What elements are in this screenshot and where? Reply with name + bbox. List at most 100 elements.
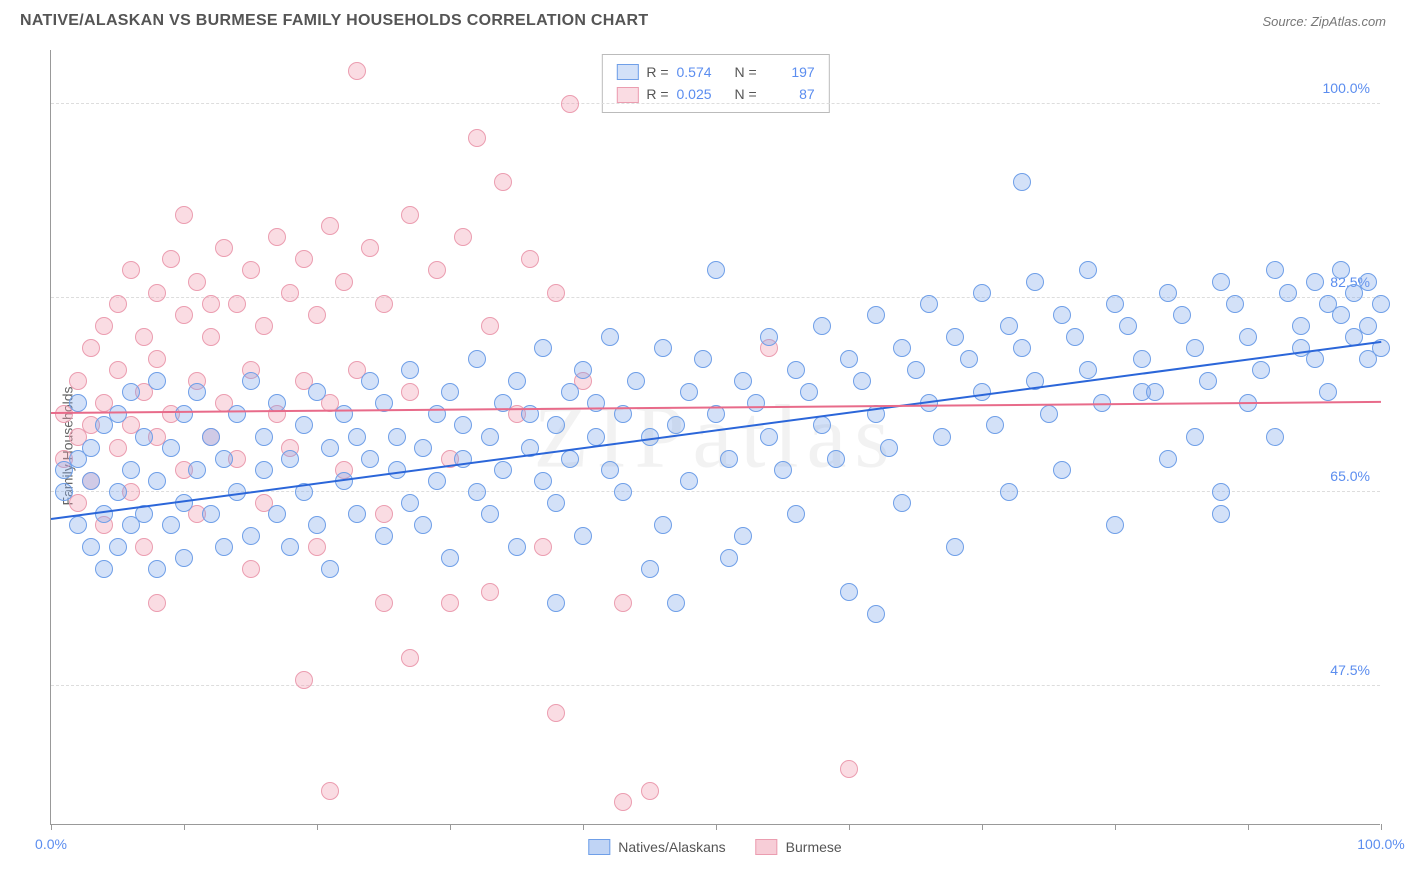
data-point xyxy=(175,549,193,567)
data-point xyxy=(441,383,459,401)
data-point xyxy=(82,538,100,556)
data-point xyxy=(1252,361,1270,379)
chart-container: ZIPatlas R = 0.574N = 197R = 0.025N = 87… xyxy=(50,50,1380,825)
data-point xyxy=(760,428,778,446)
data-point xyxy=(148,284,166,302)
x-tick xyxy=(450,824,451,830)
data-point xyxy=(441,549,459,567)
data-point xyxy=(321,560,339,578)
legend-swatch xyxy=(616,64,638,80)
data-point xyxy=(601,461,619,479)
y-tick-label: 100.0% xyxy=(1323,80,1380,96)
data-point xyxy=(587,428,605,446)
data-point xyxy=(428,261,446,279)
data-point xyxy=(1119,317,1137,335)
data-point xyxy=(1173,306,1191,324)
x-tick xyxy=(982,824,983,830)
data-point xyxy=(494,461,512,479)
data-point xyxy=(69,372,87,390)
data-point xyxy=(255,428,273,446)
data-point xyxy=(335,273,353,291)
data-point xyxy=(388,461,406,479)
data-point xyxy=(148,372,166,390)
data-point xyxy=(162,516,180,534)
data-point xyxy=(813,416,831,434)
data-point xyxy=(614,793,632,811)
data-point xyxy=(734,372,752,390)
legend-n-value: 197 xyxy=(765,61,815,83)
data-point xyxy=(840,583,858,601)
data-point xyxy=(454,416,472,434)
data-point xyxy=(574,361,592,379)
data-point xyxy=(1053,306,1071,324)
data-point xyxy=(1000,483,1018,501)
data-point xyxy=(481,428,499,446)
data-point xyxy=(547,494,565,512)
data-point xyxy=(348,62,366,80)
data-point xyxy=(907,361,925,379)
data-point xyxy=(547,704,565,722)
data-point xyxy=(468,350,486,368)
data-point xyxy=(95,317,113,335)
data-point xyxy=(547,416,565,434)
data-point xyxy=(1359,273,1377,291)
data-point xyxy=(893,339,911,357)
data-point xyxy=(946,538,964,556)
data-point xyxy=(109,538,127,556)
legend-r-label: R = xyxy=(646,61,668,83)
plot-area: ZIPatlas R = 0.574N = 197R = 0.025N = 87… xyxy=(50,50,1380,825)
data-point xyxy=(840,760,858,778)
data-point xyxy=(69,394,87,412)
data-point xyxy=(508,538,526,556)
data-point xyxy=(321,782,339,800)
data-point xyxy=(561,95,579,113)
legend-swatch xyxy=(616,87,638,103)
data-point xyxy=(148,350,166,368)
data-point xyxy=(82,439,100,457)
legend-series-label: Burmese xyxy=(786,839,842,855)
x-tick xyxy=(317,824,318,830)
data-point xyxy=(308,538,326,556)
data-point xyxy=(707,261,725,279)
legend-series-item: Natives/Alaskans xyxy=(588,839,725,855)
data-point xyxy=(428,472,446,490)
data-point xyxy=(481,317,499,335)
data-point xyxy=(202,505,220,523)
data-point xyxy=(787,361,805,379)
data-point xyxy=(468,483,486,501)
data-point xyxy=(1292,317,1310,335)
data-point xyxy=(561,383,579,401)
data-point xyxy=(1359,317,1377,335)
data-point xyxy=(508,372,526,390)
data-point xyxy=(534,339,552,357)
data-point xyxy=(1106,516,1124,534)
data-point xyxy=(521,250,539,268)
data-point xyxy=(255,317,273,335)
data-point xyxy=(1226,295,1244,313)
data-point xyxy=(401,649,419,667)
data-point xyxy=(268,505,286,523)
data-point xyxy=(1013,339,1031,357)
legend-series-item: Burmese xyxy=(756,839,842,855)
legend-correlation-row: R = 0.574N = 197 xyxy=(616,61,814,83)
data-point xyxy=(1266,261,1284,279)
x-tick xyxy=(583,824,584,830)
data-point xyxy=(215,538,233,556)
data-point xyxy=(135,328,153,346)
data-point xyxy=(1212,505,1230,523)
data-point xyxy=(228,405,246,423)
data-point xyxy=(375,594,393,612)
data-point xyxy=(95,560,113,578)
data-point xyxy=(680,472,698,490)
data-point xyxy=(547,284,565,302)
data-point xyxy=(148,594,166,612)
data-point xyxy=(308,383,326,401)
data-point xyxy=(946,328,964,346)
data-point xyxy=(82,339,100,357)
chart-title: NATIVE/ALASKAN VS BURMESE FAMILY HOUSEHO… xyxy=(20,12,648,30)
series-legend: Natives/Alaskans Burmese xyxy=(588,839,841,855)
data-point xyxy=(242,527,260,545)
data-point xyxy=(242,261,260,279)
data-point xyxy=(960,350,978,368)
data-point xyxy=(335,405,353,423)
